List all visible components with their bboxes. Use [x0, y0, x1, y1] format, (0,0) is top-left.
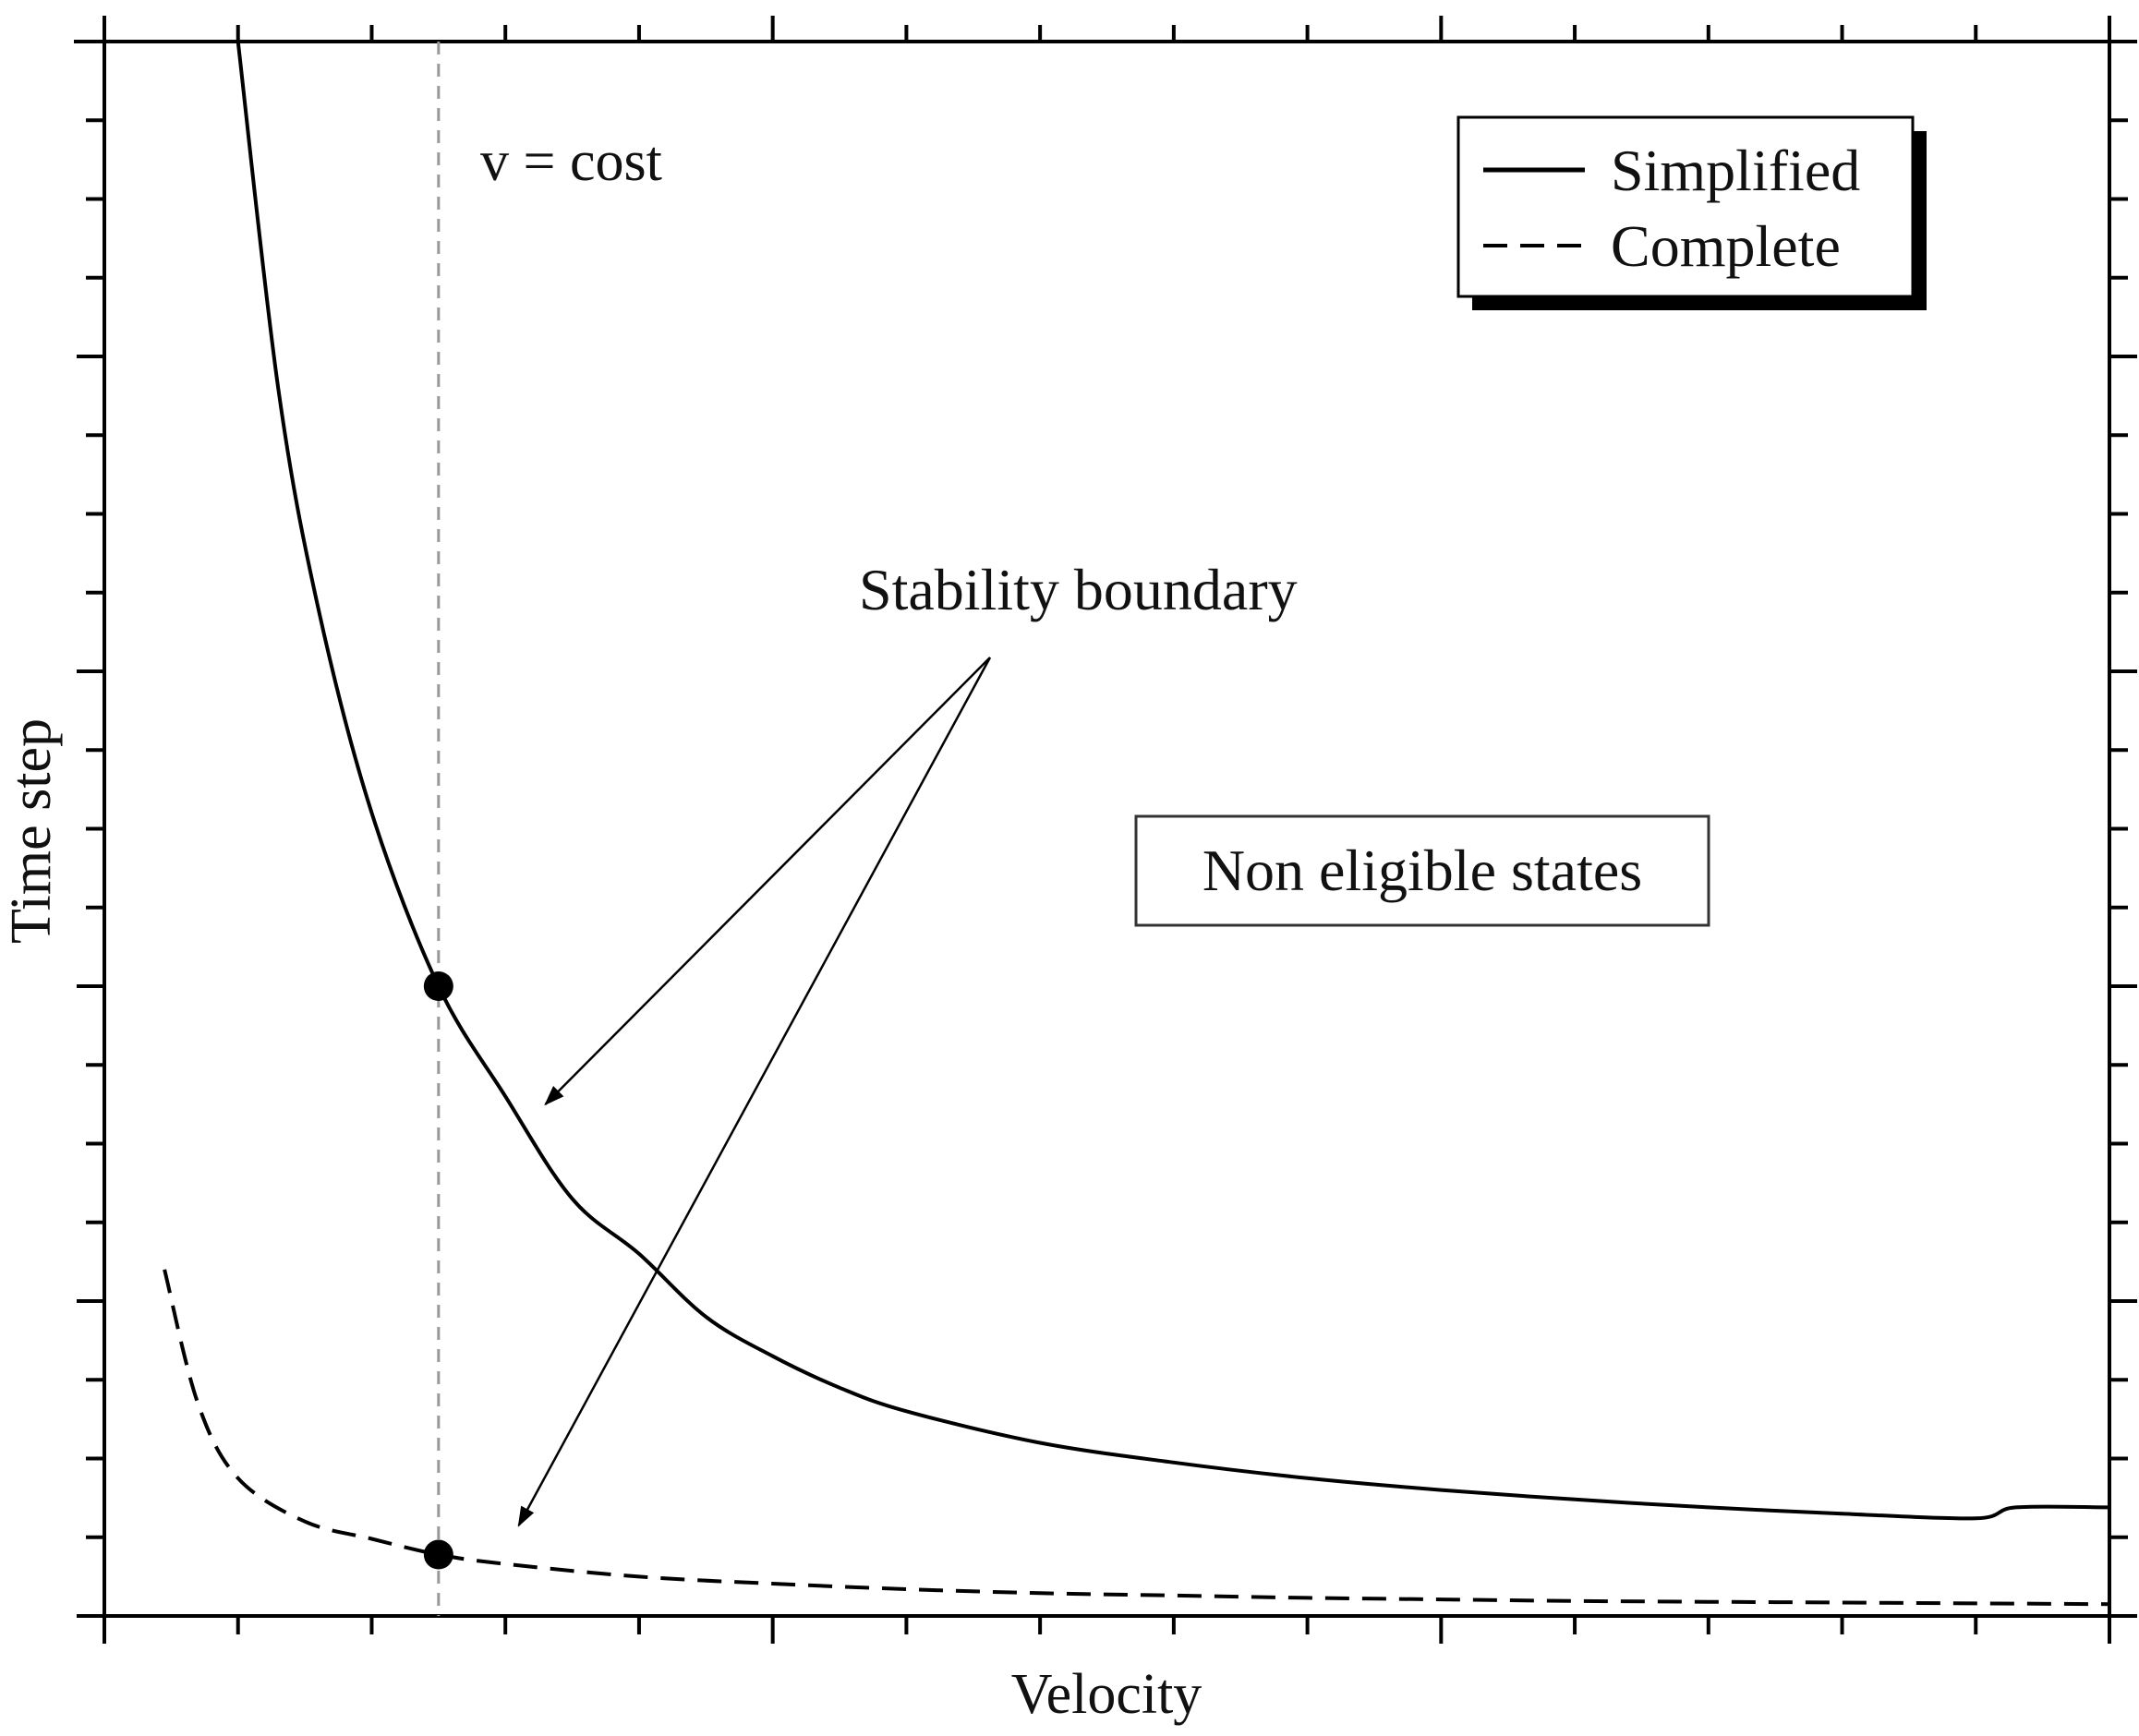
annotation-stability-boundary: Stability boundary: [859, 557, 1298, 622]
series-line-complete: [163, 1269, 2110, 1607]
marker-point-complete: [423, 1539, 453, 1570]
series-line-simplified: [236, 41, 2110, 1521]
annotation-arrow: [517, 657, 992, 1527]
annotation-non-eligible-states: Non eligible states: [1202, 838, 1642, 903]
y-axis-label: Time step: [0, 718, 63, 944]
annotation-arrow: [544, 657, 991, 1106]
reference-line-label: v = cost: [480, 130, 662, 193]
axis-ticks: [77, 16, 2137, 1644]
legend-label-complete: Complete: [1611, 213, 1841, 279]
legend-box: [1456, 115, 1915, 298]
x-axis-label: Velocity: [1011, 1663, 1202, 1726]
marker-point-simplified: [423, 971, 453, 1001]
axes: [74, 16, 2137, 1644]
legend-label-simplified: Simplified: [1611, 138, 1860, 203]
series-layer: [163, 41, 2110, 1607]
annotation-non-eligible-box: Non eligible states: [1134, 814, 1710, 927]
legend: Simplified Complete: [1456, 115, 1927, 310]
annotation-arrows: [517, 657, 992, 1527]
points-layer: [423, 971, 453, 1570]
